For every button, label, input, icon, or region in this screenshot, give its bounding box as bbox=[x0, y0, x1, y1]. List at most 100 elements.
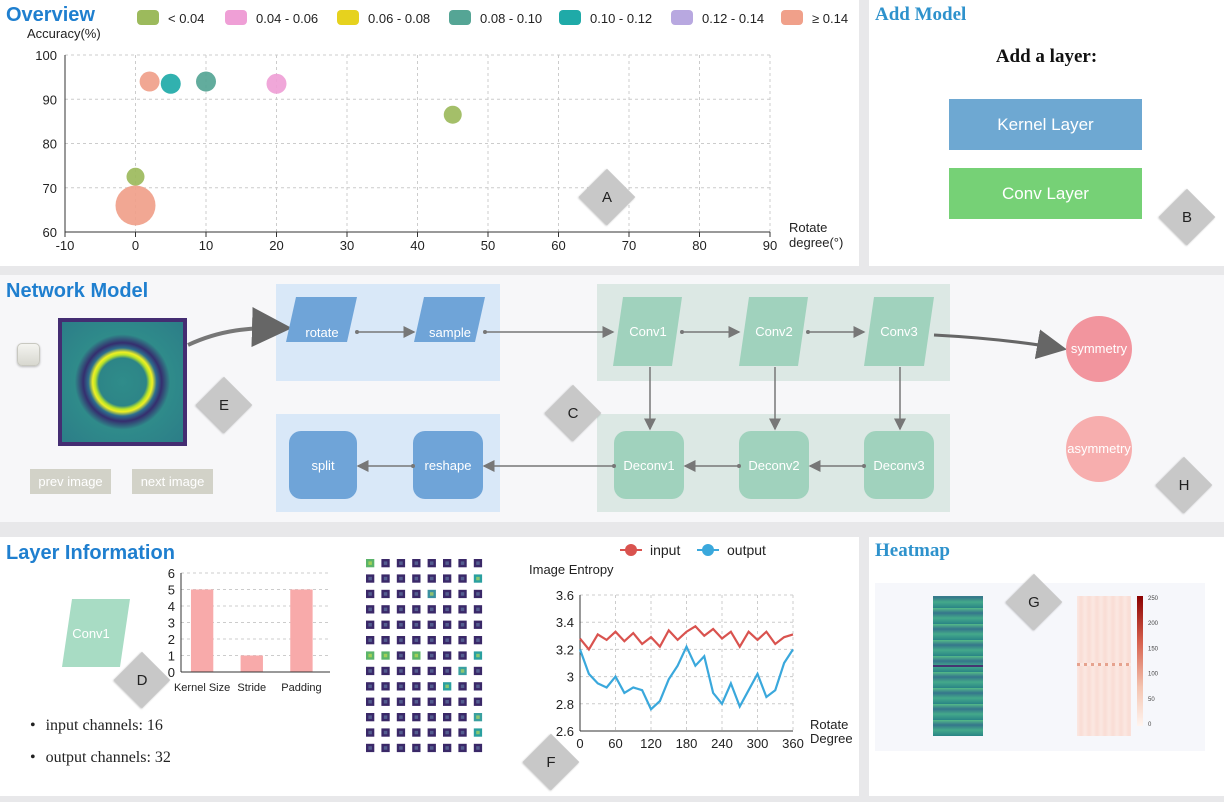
marker-g-label: G bbox=[1028, 593, 1040, 611]
scatter-point[interactable] bbox=[160, 73, 181, 94]
feature-map-cell-center bbox=[460, 700, 465, 704]
conv-layer-button[interactable]: Conv Layer bbox=[949, 168, 1142, 219]
x-axis-title: degree(°) bbox=[789, 235, 843, 250]
feature-map-cell-center bbox=[368, 653, 372, 658]
node-deconv2[interactable] bbox=[739, 431, 809, 499]
output-symmetry[interactable] bbox=[1066, 316, 1132, 382]
feature-map-cell-center bbox=[445, 592, 449, 596]
y-axis-title: Accuracy(%) bbox=[27, 26, 101, 41]
node-rotate-label: rotate bbox=[305, 325, 338, 340]
node-deconv1-label: Deconv1 bbox=[623, 458, 674, 473]
node-deconv3[interactable] bbox=[864, 431, 934, 499]
scatter-point[interactable] bbox=[115, 185, 156, 226]
feature-map-cell-center bbox=[368, 684, 372, 689]
feature-map-cell-center bbox=[399, 746, 403, 750]
output-symmetry-label: symmetry bbox=[1071, 341, 1128, 356]
feature-map-cell-center bbox=[445, 607, 449, 612]
feature-map-cell-center bbox=[476, 700, 480, 704]
overview-scatter-chart[interactable]: < 0.04 0.04 - 0.06 0.06 - 0.08 0.08 - 0.10 0… bbox=[0, 0, 859, 266]
network-graph: rotate sample Conv1 Conv2 Conv3 split re… bbox=[187, 284, 1132, 512]
colorbar-tick-label: 100 bbox=[1148, 672, 1159, 678]
node-reshape-label: reshape bbox=[425, 458, 472, 473]
node-conv3-label: Conv3 bbox=[880, 324, 918, 339]
node-rotate[interactable] bbox=[286, 297, 357, 342]
layer-information-title: Layer Information bbox=[6, 542, 175, 564]
node-conv1[interactable] bbox=[613, 297, 682, 366]
scatter-point[interactable] bbox=[443, 105, 462, 124]
entropy-x-tick-label: 60 bbox=[608, 736, 622, 751]
legend-swatch bbox=[559, 10, 581, 25]
feature-map-cell-center bbox=[430, 730, 434, 735]
entropy-x-axis-title: Degree bbox=[810, 731, 853, 746]
output-asymmetry[interactable] bbox=[1066, 416, 1132, 482]
colorbar-gradient bbox=[1137, 596, 1143, 726]
legend-swatch bbox=[671, 10, 693, 25]
bar-y-tick-label: 3 bbox=[168, 616, 175, 631]
x-tick-label: 40 bbox=[410, 238, 424, 253]
scatter-point[interactable] bbox=[126, 167, 145, 186]
x-tick-label: 0 bbox=[132, 238, 139, 253]
legend-label: output bbox=[727, 542, 766, 558]
marker-b-label: B bbox=[1181, 208, 1192, 226]
feature-map-cell-center bbox=[476, 684, 480, 689]
feature-map-cell-center bbox=[368, 730, 372, 735]
scatter-point[interactable] bbox=[139, 71, 160, 92]
feature-map-cell-center bbox=[414, 746, 419, 750]
feature-map-cell-center bbox=[383, 746, 388, 750]
node-conv3[interactable] bbox=[864, 297, 934, 366]
node-sample-label: sample bbox=[429, 325, 471, 340]
feature-map-cell-center bbox=[399, 561, 403, 565]
feature-map-cell-center bbox=[430, 623, 434, 627]
entropy-x-tick-label: 120 bbox=[640, 736, 662, 751]
feature-map-cell-center bbox=[430, 607, 434, 612]
next-image-button[interactable]: next image bbox=[132, 469, 213, 494]
feature-map-cell-center bbox=[445, 576, 449, 581]
feature-map-cell-center bbox=[430, 653, 434, 658]
feature-map-cell-center bbox=[414, 669, 419, 673]
legend-label: < 0.04 bbox=[168, 11, 205, 26]
scatter-point[interactable] bbox=[196, 71, 216, 92]
entropy-series-input bbox=[579, 624, 794, 652]
bar-y-tick-label: 6 bbox=[168, 567, 175, 581]
heatmap-output-image[interactable] bbox=[1077, 596, 1131, 736]
feature-map-cell-center bbox=[399, 684, 403, 689]
y-tick-label: 100 bbox=[35, 48, 57, 63]
scatter-point[interactable] bbox=[266, 73, 287, 94]
feature-map-cell-center bbox=[430, 638, 434, 642]
heatmap-input-image[interactable] bbox=[933, 596, 983, 736]
node-deconv1[interactable] bbox=[614, 431, 684, 499]
entropy-y-tick-label: 3 bbox=[567, 670, 574, 685]
layer-param-bar-chart: 01 23 45 6 Kernel Size Stride Padding bbox=[168, 567, 330, 694]
y-tick-label: 90 bbox=[43, 92, 57, 107]
feature-map-cell-center bbox=[399, 730, 403, 735]
toggle-button[interactable] bbox=[17, 343, 40, 366]
bar bbox=[190, 589, 214, 672]
node-split[interactable] bbox=[289, 431, 357, 499]
x-tick-label: 80 bbox=[692, 238, 706, 253]
feature-map-cell-center bbox=[399, 653, 403, 658]
feature-map-cell-center bbox=[476, 638, 480, 642]
prev-image-button[interactable]: prev image bbox=[30, 469, 111, 494]
entropy-x-axis-title: Rotate bbox=[810, 717, 848, 732]
feature-map-cell-center bbox=[445, 638, 449, 642]
feature-map-cell-center bbox=[430, 576, 434, 581]
node-sample[interactable] bbox=[414, 297, 485, 342]
legend-swatch bbox=[781, 10, 803, 25]
bar-category-label: Kernel Size bbox=[174, 682, 230, 694]
node-conv2[interactable] bbox=[739, 297, 808, 366]
y-tick-label: 60 bbox=[43, 225, 57, 240]
feature-map-cell-center bbox=[399, 592, 403, 596]
feature-map-grid[interactable] bbox=[364, 557, 524, 757]
marker-a: A bbox=[578, 168, 636, 226]
node-reshape[interactable] bbox=[413, 431, 483, 499]
entropy-y-tick-label: 3.2 bbox=[556, 642, 574, 657]
network-model-title: Network Model bbox=[6, 280, 149, 302]
kernel-layer-button[interactable]: Kernel Layer bbox=[949, 99, 1142, 150]
feature-map-cell-center bbox=[460, 746, 465, 750]
feature-map-cell-center bbox=[445, 623, 449, 627]
marker-d-label: D bbox=[136, 671, 148, 689]
feature-map-cell-center bbox=[460, 576, 465, 581]
feature-map-cell-center bbox=[430, 561, 434, 565]
feature-map-cell-center bbox=[383, 730, 388, 735]
